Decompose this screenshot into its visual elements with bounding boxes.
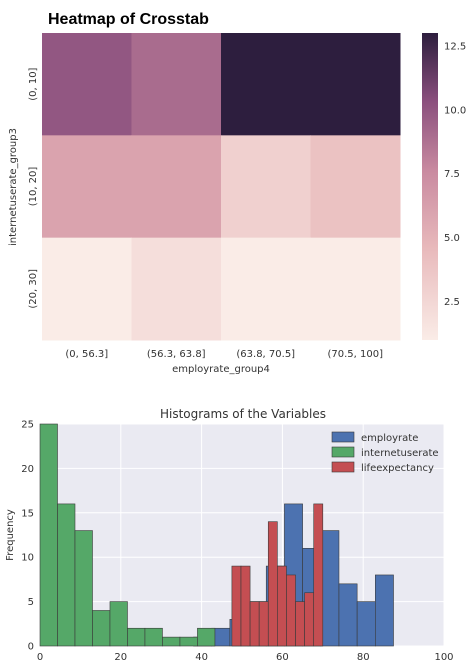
histogram-bar-internetuserate: [57, 503, 76, 647]
heatmap-cell: [42, 135, 132, 239]
histogram-bar-employrate: [356, 601, 376, 647]
colorbar: 2.5 5.0 7.5 10.0 12.5: [422, 33, 466, 340]
heatmap-y-tick-labels: (0, 10] (10, 20] (20, 30]: [28, 67, 39, 308]
heatmap-cell: [131, 237, 222, 341]
heatmap-cell: [221, 33, 311, 136]
histogram-y-tick-label: 25: [21, 420, 34, 431]
histogram-bar-lifeexpectancy: [277, 565, 287, 647]
heatmap-cell: [310, 33, 401, 136]
histogram-bar-lifeexpectancy: [258, 601, 269, 647]
histogram-bar-internetuserate: [92, 610, 111, 647]
colorbar-tick-label: 10.0: [444, 105, 466, 116]
heatmap-y-tick-label: (10, 20]: [28, 167, 39, 207]
heatmap-title: Heatmap of Crosstab: [48, 11, 209, 28]
histogram-x-tick-label: 0: [37, 652, 43, 663]
histogram-y-tick-label: 0: [28, 642, 34, 653]
histogram-bar-lifeexpectancy: [286, 574, 296, 647]
heatmap-y-axis-label: internetuserate_group3: [8, 128, 19, 246]
heatmap-cell: [42, 33, 132, 136]
colorbar-tick-label: 2.5: [444, 297, 460, 308]
histogram-bar-lifeexpectancy: [295, 601, 305, 647]
colorbar-tick-label: 7.5: [444, 169, 460, 180]
heatmap-x-tick-label: (70.5, 100]: [327, 349, 383, 360]
histogram-bar-internetuserate: [39, 423, 58, 647]
histogram-x-tick-label: 40: [195, 652, 208, 663]
heatmap-cell: [310, 135, 401, 239]
histogram-bars: [39, 423, 394, 647]
histogram-bar-lifeexpectancy: [231, 565, 242, 647]
legend-swatch-internetuserate: [331, 446, 355, 458]
histogram-bar-lifeexpectancy: [240, 565, 251, 647]
heatmap-cell: [221, 237, 311, 341]
histogram-y-tick-labels: 0 5 10 15 20 25: [21, 420, 34, 653]
histogram-bar-internetuserate: [162, 636, 181, 647]
heatmap-cells: [42, 33, 401, 341]
heatmap-x-tick-label: (56.3, 63.8]: [147, 349, 206, 360]
heatmap-x-tick-label: (63.8, 70.5]: [236, 349, 295, 360]
legend-label-employrate: employrate: [361, 433, 418, 444]
histogram-y-axis-label: Frequency: [5, 509, 16, 561]
histogram-bar-lifeexpectancy: [249, 601, 260, 647]
histogram-bar-internetuserate: [127, 627, 146, 647]
heatmap-cell: [221, 135, 311, 239]
histogram-bar-internetuserate: [109, 601, 128, 647]
heatmap-cell: [42, 237, 132, 341]
legend-swatch-employrate: [331, 431, 355, 443]
histogram-y-tick-label: 20: [21, 464, 34, 475]
heatmap-cell: [131, 33, 222, 136]
histogram-x-tick-labels: 0 20 40 60 80 100: [37, 652, 454, 663]
heatmap-x-axis-label: employrate_group4: [172, 364, 270, 375]
histogram-y-tick-label: 5: [28, 597, 34, 608]
legend-label-lifeexpectancy: lifeexpectancy: [361, 463, 434, 474]
histogram-bar-internetuserate: [144, 627, 163, 647]
heatmap-chart: Heatmap of Crosstab (0, 56.3] (56.3, 63.8…: [8, 11, 466, 375]
histogram-x-tick-label: 60: [276, 652, 289, 663]
histogram-x-tick-label: 100: [434, 652, 453, 663]
histogram-bar-lifeexpectancy: [304, 592, 315, 647]
histogram-chart: Histograms of the Variables 0 20 40 60 80 100…: [5, 407, 454, 663]
histogram-bar-internetuserate: [179, 636, 198, 647]
histogram-bar-lifeexpectancy: [313, 503, 324, 647]
histogram-x-tick-label: 80: [357, 652, 370, 663]
histogram-y-tick-label: 10: [21, 553, 34, 564]
legend-swatch-lifeexpectancy: [331, 461, 355, 473]
histogram-bar-employrate: [320, 530, 340, 647]
histogram-title: Histograms of the Variables: [160, 407, 326, 421]
histogram-bar-lifeexpectancy: [267, 521, 278, 647]
histogram-bar-employrate: [375, 574, 394, 647]
colorbar-tick-label: 12.5: [444, 41, 466, 52]
heatmap-x-tick-label: (0, 56.3]: [65, 349, 108, 360]
histogram-legend: employrate internetuserate lifeexpectancy: [331, 431, 439, 474]
colorbar-tick-label: 5.0: [444, 233, 460, 244]
histogram-bar-internetuserate: [197, 627, 216, 647]
histogram-x-tick-label: 20: [114, 652, 127, 663]
heatmap-cell: [310, 237, 401, 341]
heatmap-y-tick-label: (20, 30]: [28, 269, 39, 309]
heatmap-cell: [131, 135, 222, 239]
colorbar-gradient: [422, 33, 438, 340]
colorbar-ticks: 2.5 5.0 7.5 10.0 12.5: [444, 41, 466, 308]
histogram-bar-internetuserate: [74, 530, 93, 647]
heatmap-x-tick-labels: (0, 56.3] (56.3, 63.8] (63.8, 70.5] (70.5, …: [65, 349, 383, 360]
heatmap-y-tick-label: (0, 10]: [28, 67, 39, 100]
legend-label-internetuserate: internetuserate: [361, 448, 439, 459]
histogram-y-tick-label: 15: [21, 508, 34, 519]
histogram-bar-employrate: [338, 583, 358, 647]
